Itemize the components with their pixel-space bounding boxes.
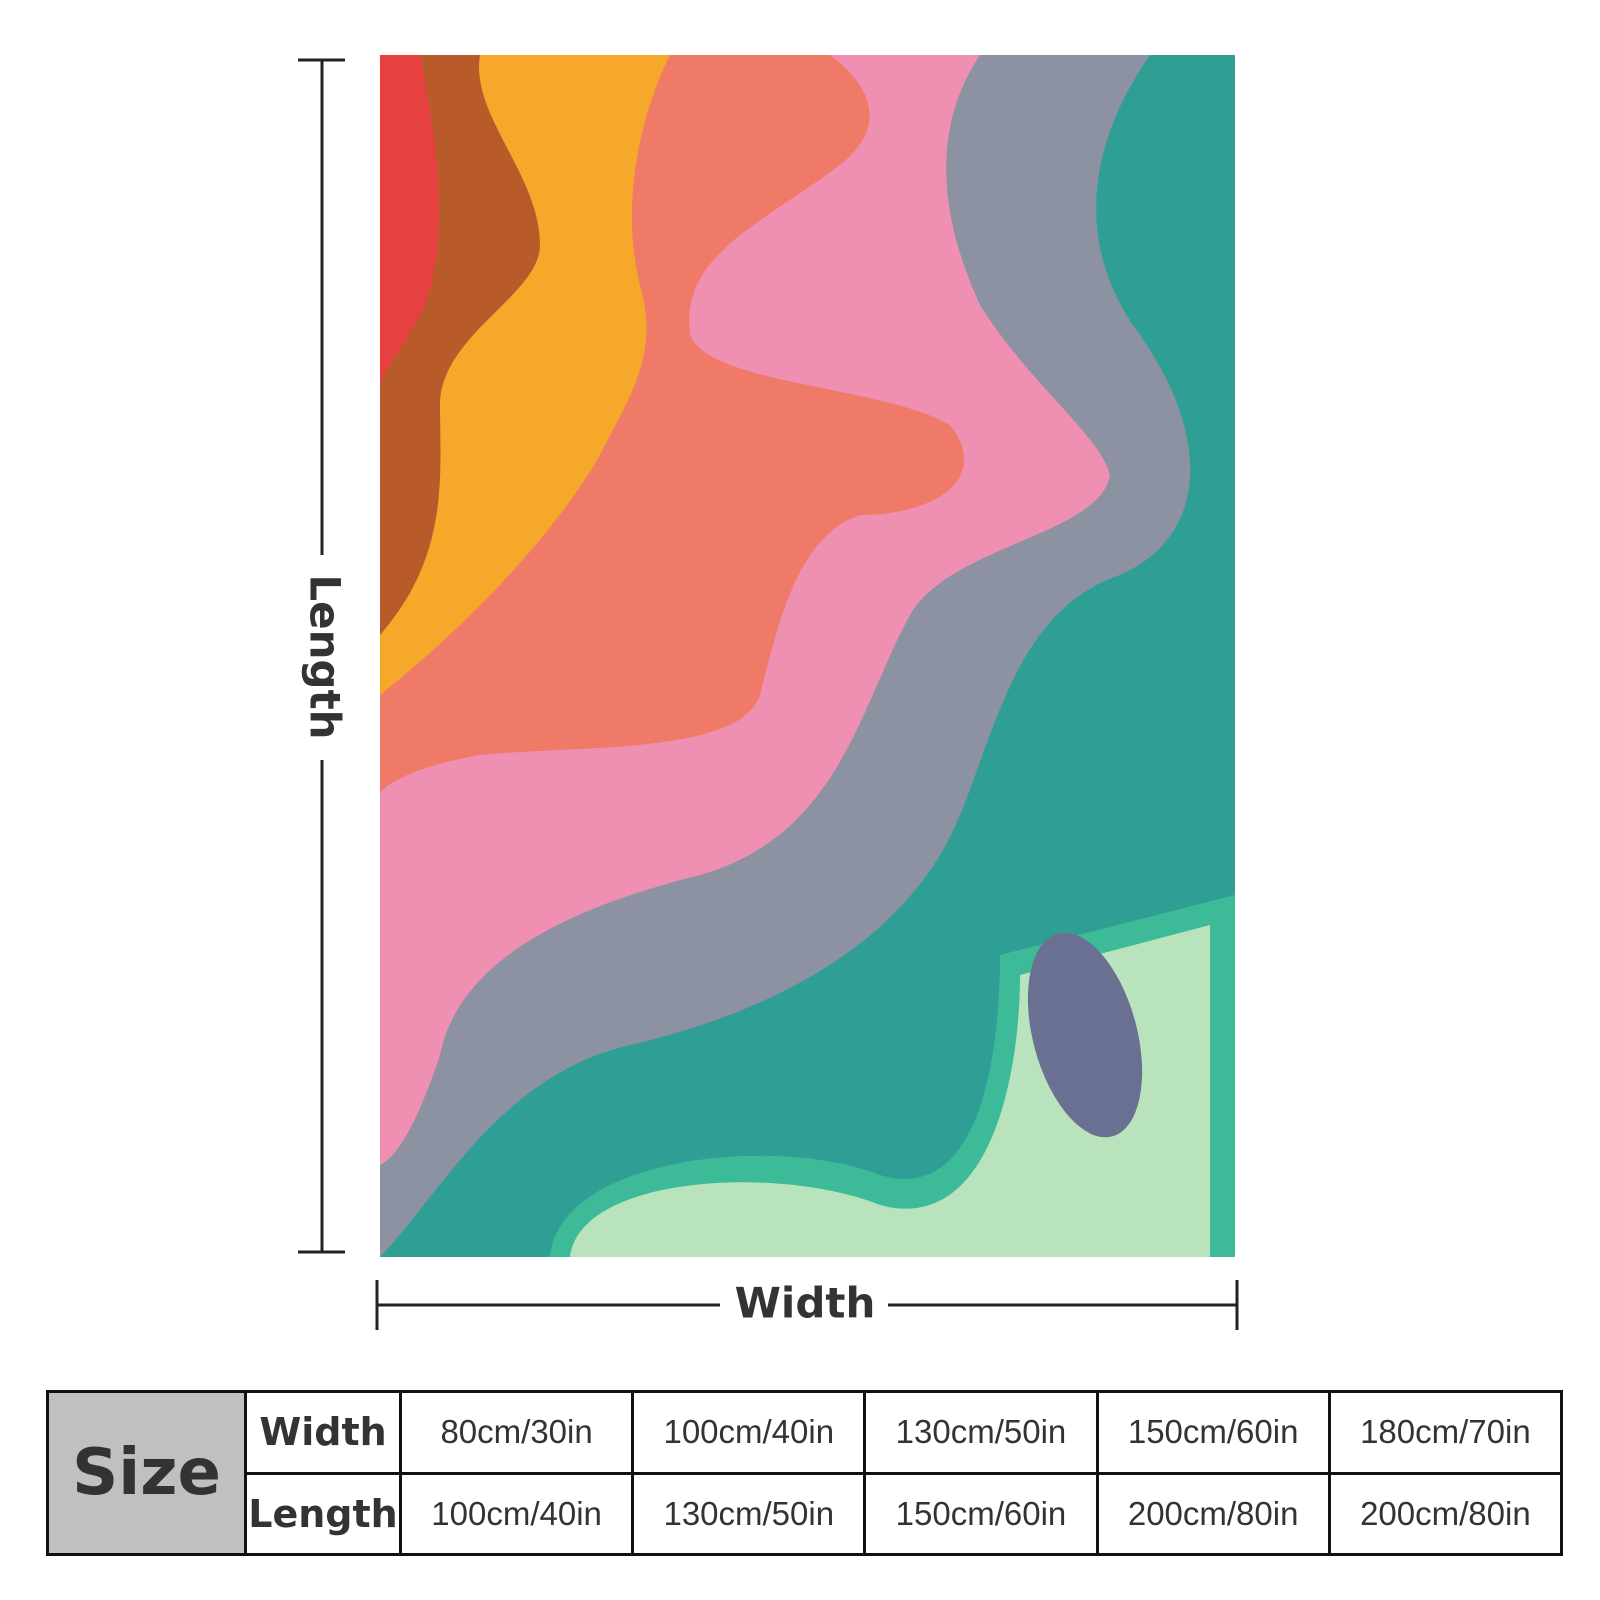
row-header: Length [244, 1471, 402, 1556]
row-header: Width [244, 1390, 402, 1475]
size-table: Size Width 80cm/30in 100cm/40in 130cm/50… [46, 1390, 1564, 1556]
blanket-diagram: Length Width [298, 55, 1239, 1330]
cell: 150cm/60in [863, 1471, 1099, 1556]
cell: 150cm/60in [1095, 1390, 1331, 1475]
cell: 130cm/50in [631, 1471, 867, 1556]
width-label: Width [735, 1279, 876, 1328]
cell: 100cm/40in [631, 1390, 867, 1475]
length-label: Length [301, 574, 350, 739]
cell: 200cm/80in [1327, 1471, 1564, 1556]
cell: 200cm/80in [1095, 1471, 1331, 1556]
cell: 180cm/70in [1327, 1390, 1564, 1475]
blanket-art [380, 55, 1235, 1257]
cell: 130cm/50in [863, 1390, 1099, 1475]
cell: 100cm/40in [398, 1471, 635, 1556]
cell: 80cm/30in [398, 1390, 635, 1475]
dimension-lines [298, 58, 1239, 1330]
size-header: Size [46, 1390, 247, 1556]
